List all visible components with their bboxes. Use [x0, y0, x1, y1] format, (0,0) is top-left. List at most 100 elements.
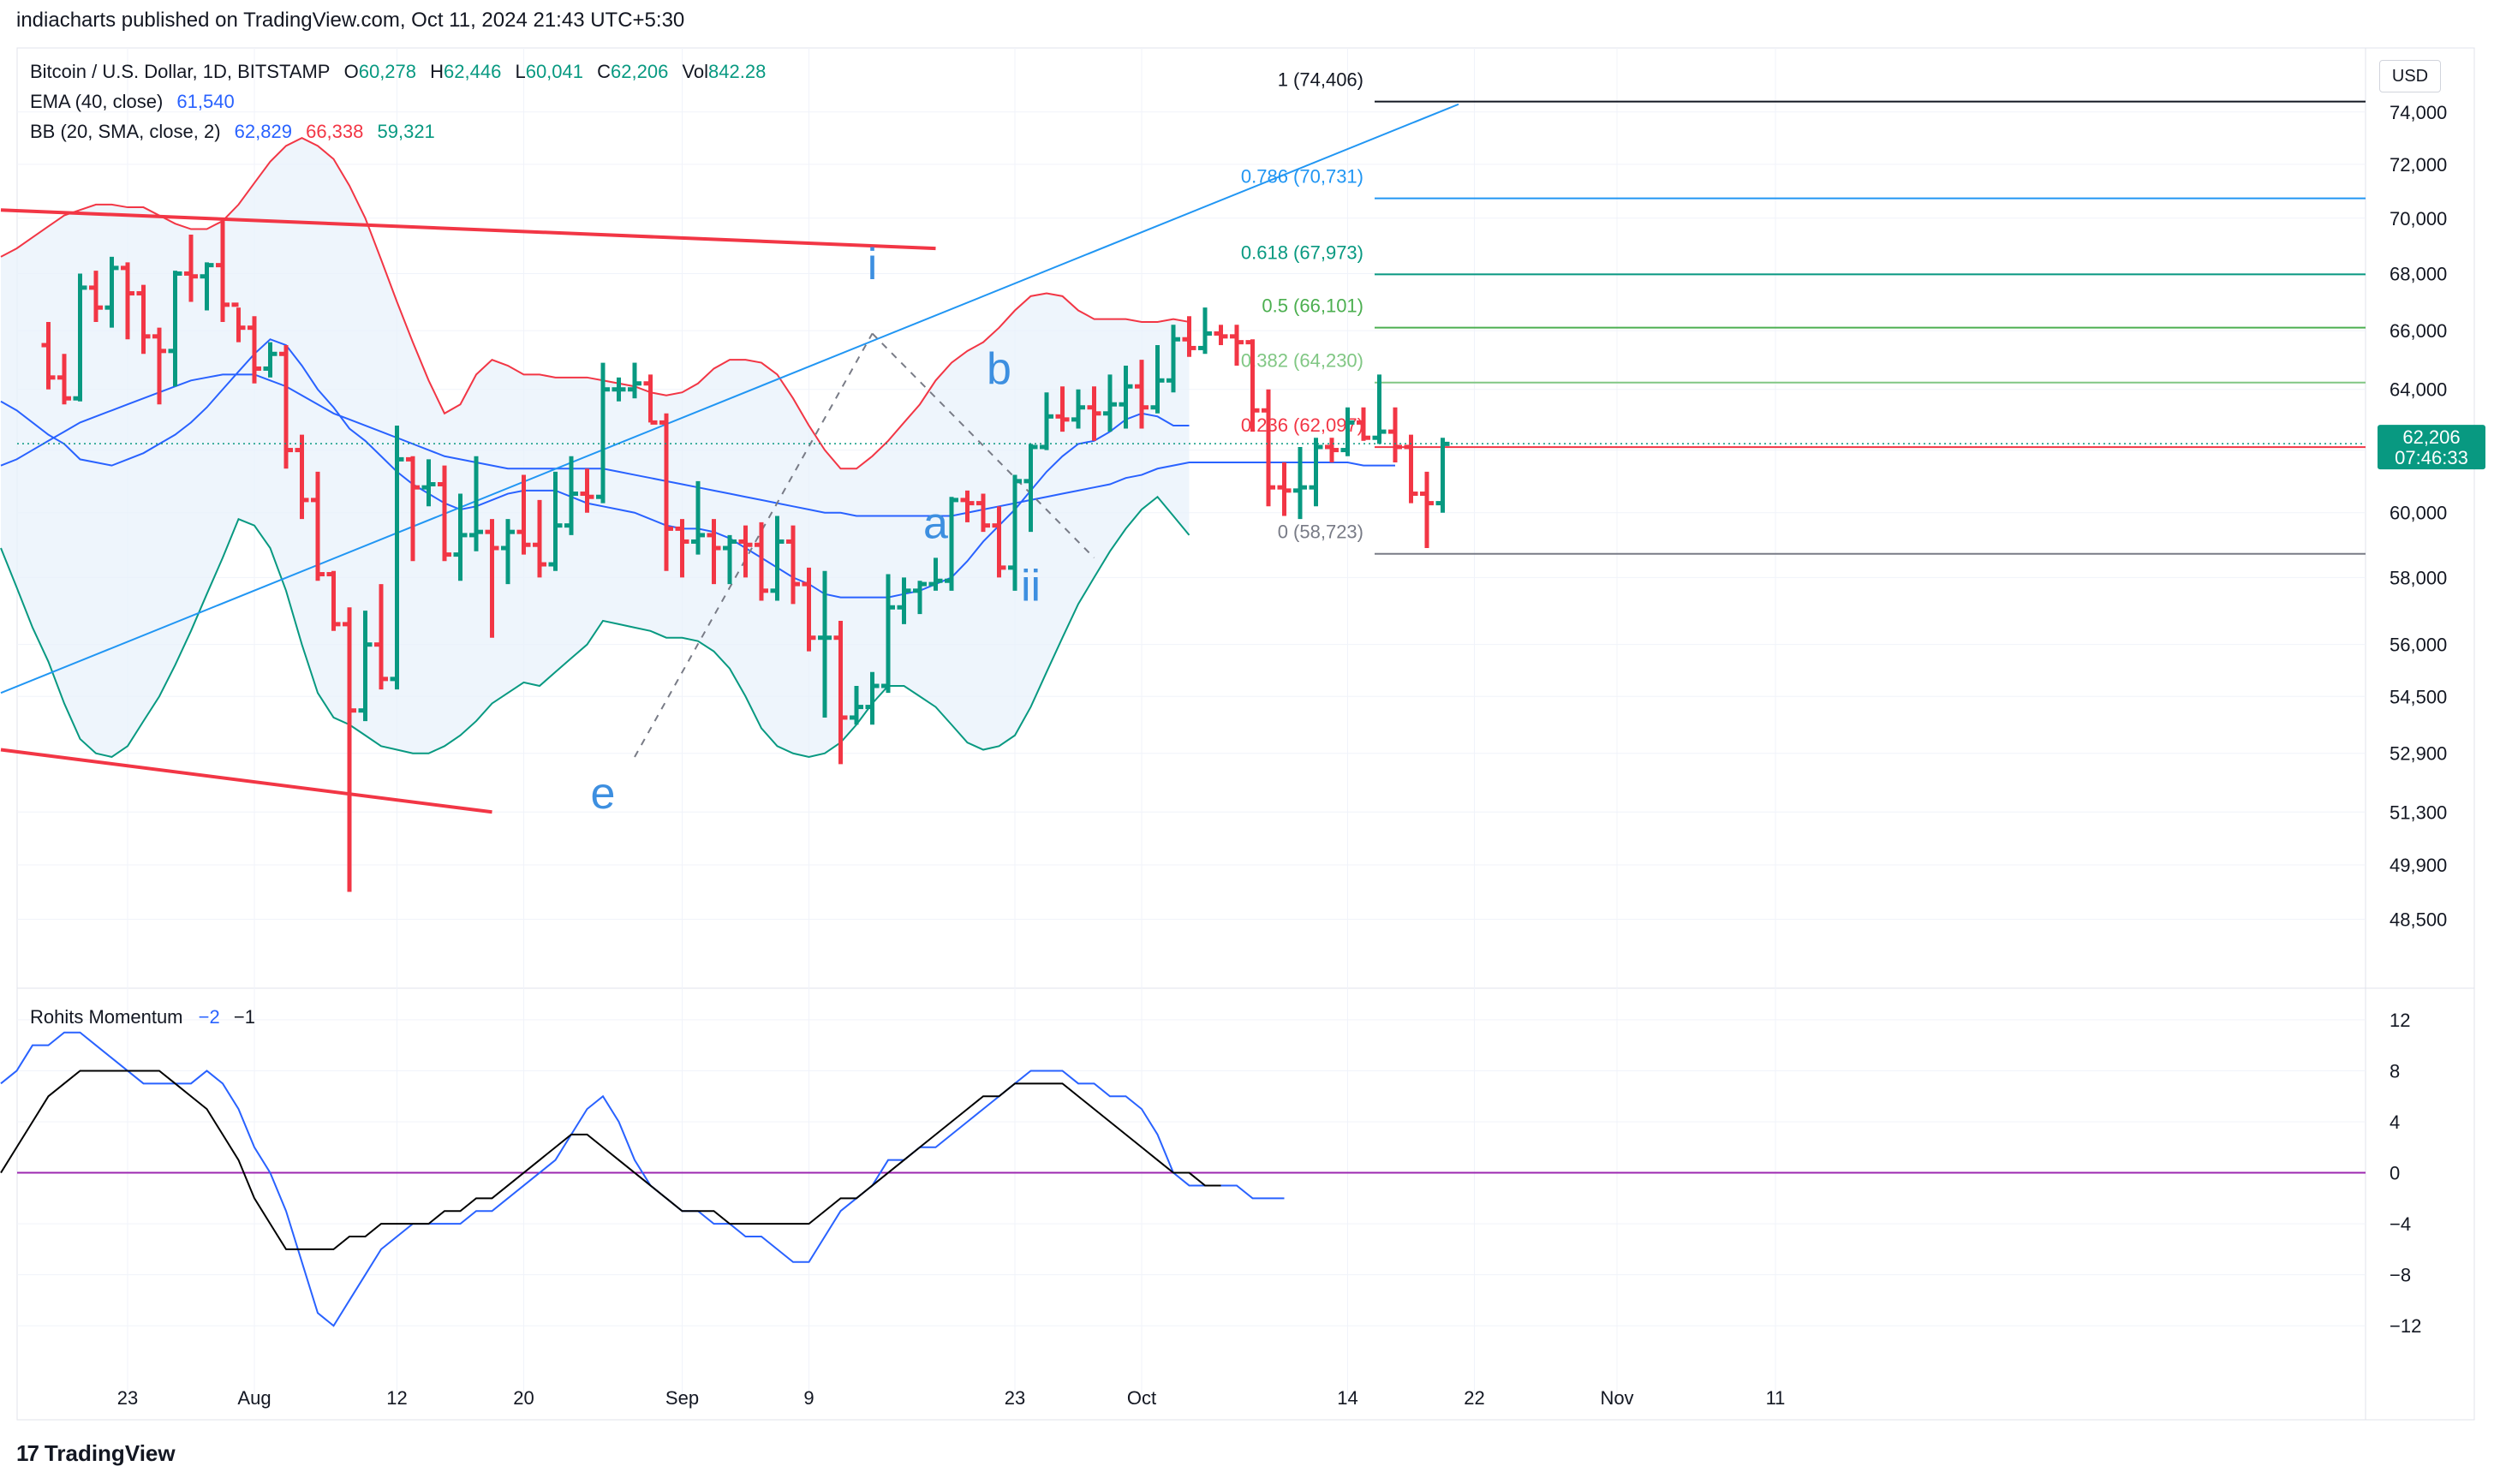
ohlc-bar — [1182, 316, 1196, 357]
ohlc-bar — [770, 516, 785, 601]
price-tick-label: 60,000 — [2390, 503, 2447, 524]
ohlc-bar — [1309, 438, 1323, 507]
ohlc-bar — [913, 581, 927, 615]
ohlc-bar — [1055, 386, 1070, 432]
ohlc-bar — [707, 519, 721, 585]
ohlc-bar — [152, 327, 166, 405]
price-tick-label: 49,900 — [2390, 855, 2447, 876]
ohlc-bar — [1404, 434, 1418, 504]
ohlc-bar — [438, 465, 451, 562]
time-tick-label: 12 — [386, 1387, 407, 1409]
ohlc-bar — [945, 497, 958, 591]
currency-selector[interactable]: USD — [2379, 60, 2441, 92]
ohlc-bar — [802, 567, 816, 652]
symbol-title: Bitcoin / U.S. Dollar, 1D, BITSTAMP — [30, 61, 331, 82]
ohlc-bar — [833, 620, 848, 765]
ohlc-bar — [691, 480, 705, 555]
fib-level-label: 0.5 (66,101) — [1262, 295, 1363, 317]
fib-level-label: 0.236 (62,097) — [1241, 414, 1363, 436]
ohlc-bar — [738, 525, 753, 578]
ohlc-bar — [326, 570, 341, 631]
last-price-badge — [2378, 425, 2485, 470]
ohlc-bar — [1071, 389, 1085, 429]
ohlc-bar — [406, 456, 420, 562]
ohlc-bar — [469, 456, 483, 551]
ohlc-bar — [216, 218, 230, 322]
ohlc-bar — [612, 377, 626, 402]
time-tick-label: Nov — [1600, 1387, 1633, 1409]
momentum-tick-label: −12 — [2390, 1315, 2421, 1337]
wave-label: i — [868, 240, 878, 289]
ohlc-bar — [168, 271, 182, 387]
publish-header: indiacharts published on TradingView.com… — [16, 9, 685, 32]
momentum-tick-label: −8 — [2390, 1265, 2411, 1286]
ema-value: 61,540 — [176, 91, 235, 112]
ohlc-bar — [1023, 444, 1038, 533]
ohlc-bar — [311, 471, 325, 581]
trend-line — [0, 103, 1459, 694]
fib-level-label: 0.618 (67,973) — [1241, 241, 1363, 263]
ohlc-bar — [501, 519, 515, 585]
ohlc-bar — [928, 557, 943, 591]
bb-lower-value: 59,321 — [377, 121, 435, 142]
ohlc-bar — [248, 316, 261, 384]
ohlc-bar — [1230, 325, 1244, 367]
wave-label: b — [987, 344, 1011, 394]
channel-lower-line — [0, 748, 492, 814]
time-tick-label: 22 — [1464, 1387, 1484, 1409]
bb-mid-value: 62,829 — [234, 121, 292, 142]
ohlc-bar — [1214, 325, 1228, 346]
ohlc-bar — [976, 493, 990, 533]
ohlc-bar — [897, 577, 911, 624]
ohlc-bar — [184, 234, 198, 302]
ohlc-bar — [89, 271, 103, 322]
chart-frame — [16, 47, 2475, 1421]
ohlc-bar — [104, 256, 119, 328]
momentum-slow-value: −1 — [233, 1006, 255, 1028]
ohlc-bar — [1372, 374, 1387, 444]
bb-legend: BB (20, SMA, close, 2) 62,829 66,338 59,… — [30, 121, 435, 142]
momentum-tick-label: 4 — [2390, 1112, 2400, 1133]
low-value: 60,041 — [525, 61, 583, 82]
ohlc-bar — [1103, 374, 1117, 432]
fib-level-label: 1 (74,406) — [1278, 69, 1363, 91]
price-tick-label: 72,000 — [2390, 154, 2447, 176]
close-value: 62,206 — [611, 61, 669, 82]
ohlc-bar — [1008, 474, 1022, 591]
ohlc-bar — [881, 574, 895, 694]
ohlc-bar — [263, 342, 277, 378]
ohlc-bar — [358, 611, 373, 722]
ohlc-bar — [421, 459, 436, 507]
ohlc-bar — [580, 468, 594, 513]
wave-label: e — [591, 769, 616, 819]
ohlc-bar — [628, 362, 641, 399]
tradingview-logo[interactable]: 17 TradingView — [16, 1440, 176, 1466]
ohlc-bar — [1357, 407, 1370, 441]
ohlc-bar — [343, 607, 356, 892]
ohlc-bar — [755, 521, 768, 601]
ohlc-bar — [564, 456, 578, 535]
ohlc-bar — [960, 490, 975, 522]
ema-legend: EMA (40, close) 61,540 — [30, 91, 235, 112]
price-tick-label: 74,000 — [2390, 102, 2447, 123]
high-value: 62,446 — [444, 61, 502, 82]
tv-icon: 17 — [16, 1440, 39, 1466]
wave-label: ii — [1021, 561, 1041, 611]
ohlc-bar — [453, 493, 468, 581]
ohlc-bar — [659, 413, 673, 571]
price-tick-label: 51,300 — [2390, 802, 2447, 823]
momentum-legend: Rohits Momentum −2 −1 — [30, 1006, 255, 1028]
ohlc-bar — [596, 362, 610, 504]
time-tick-label: 20 — [513, 1387, 534, 1409]
price-tick-label: 68,000 — [2390, 263, 2447, 284]
ohlc-bar — [1325, 438, 1339, 463]
ohlc-bar — [818, 570, 832, 718]
last-price-value: 62,206 — [2402, 426, 2460, 448]
symbol-legend: Bitcoin / U.S. Dollar, 1D, BITSTAMP O60,… — [30, 61, 767, 82]
price-tick-label: 64,000 — [2390, 379, 2447, 401]
price-tick-label: 66,000 — [2390, 320, 2447, 342]
ohlc-bar — [1340, 407, 1355, 456]
time-tick-label: Aug — [237, 1387, 271, 1409]
ohlc-bar — [1198, 307, 1212, 355]
